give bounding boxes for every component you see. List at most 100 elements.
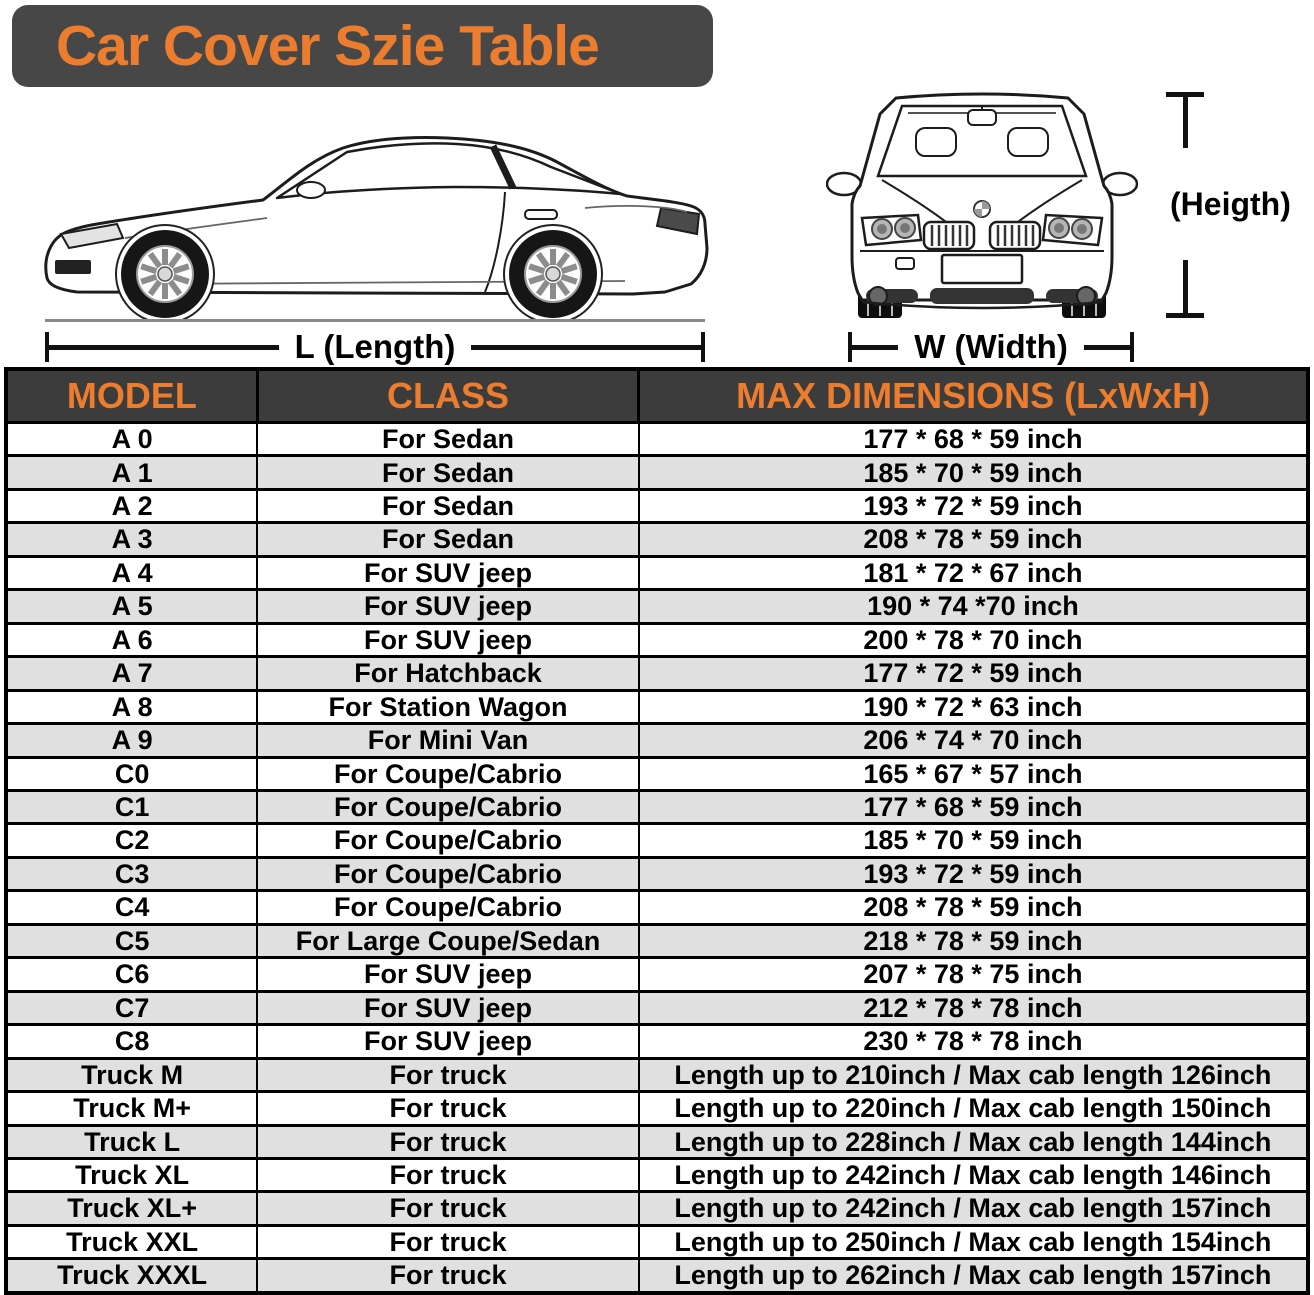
page-title: Car Cover Szie Table (56, 14, 600, 78)
class-cell: For truck (256, 1257, 640, 1295)
dimensions-cell: 218 * 78 * 59 inch (637, 922, 1310, 960)
dimensions-cell: 185 * 70 * 59 inch (637, 454, 1310, 491)
table-row: A 2 For Sedan 193 * 72 * 59 inch (4, 487, 1310, 525)
dimension-segment (852, 344, 899, 350)
height-dimension-top-line (1183, 92, 1188, 148)
dimensions-cell: 230 * 78 * 78 inch (637, 1023, 1310, 1060)
model-cell: C3 (4, 855, 259, 893)
class-cell: For Hatchback (256, 655, 640, 692)
table-row: C7 For SUV jeep 212 * 78 * 78 inch (4, 989, 1310, 1027)
width-label: W (Width) (914, 328, 1068, 365)
model-cell: C2 (4, 822, 259, 859)
model-cell: A 2 (4, 487, 259, 525)
dimension-tick (1130, 332, 1134, 362)
table-row: Truck XXL For truck Length up to 250inch /… (4, 1223, 1310, 1261)
table-row: A 3 For Sedan 208 * 78 * 59 inch (4, 521, 1310, 558)
car-side-view-icon (44, 135, 709, 320)
column-header-dimensions: MAX DIMENSIONS (LxWxH) (637, 367, 1310, 424)
model-cell: C7 (4, 989, 259, 1027)
class-cell: For Coupe/Cabrio (256, 755, 640, 793)
dimensions-cell: 190 * 74 *70 inch (637, 588, 1310, 625)
class-cell: For SUV jeep (256, 621, 640, 659)
size-table-body: A 0 For Sedan 177 * 68 * 59 inch A 1 For Sed… (4, 420, 1310, 1295)
model-cell: A 3 (4, 521, 259, 558)
table-row: A 7 For Hatchback 177 * 72 * 59 inch (4, 655, 1310, 692)
table-row: Truck XL+ For truck Length up to 242inch /… (4, 1190, 1310, 1227)
column-header-model: MODEL (4, 367, 259, 424)
class-cell: For Sedan (256, 454, 640, 491)
table-row: C5 For Large Coupe/Sedan 218 * 78 * 59 inc… (4, 922, 1310, 960)
dimension-tick (848, 332, 852, 362)
dimensions-cell: 212 * 78 * 78 inch (637, 989, 1310, 1027)
model-cell: Truck XXXL (4, 1257, 259, 1295)
class-cell: For Coupe/Cabrio (256, 889, 640, 926)
dimensions-cell: Length up to 228inch / Max cab length 14… (637, 1123, 1310, 1160)
table-row: A 0 For Sedan 177 * 68 * 59 inch (4, 420, 1310, 458)
dimension-segment (49, 344, 279, 350)
table-row: C0 For Coupe/Cabrio 165 * 67 * 57 inch (4, 755, 1310, 793)
class-cell: For SUV jeep (256, 554, 640, 592)
height-dimension-bottom-line (1183, 260, 1188, 316)
table-row: Truck M For truck Length up to 210inch / M… (4, 1056, 1310, 1094)
table-row: Truck XXXL For truck Length up to 262inch … (4, 1257, 1310, 1295)
model-cell: A 8 (4, 688, 259, 726)
table-row: A 8 For Station Wagon 190 * 72 * 63 inch (4, 688, 1310, 726)
class-cell: For truck (256, 1123, 640, 1160)
table-row: A 6 For SUV jeep 200 * 78 * 70 inch (4, 621, 1310, 659)
class-cell: For SUV jeep (256, 588, 640, 625)
dimension-segment (471, 344, 701, 350)
model-cell: A 4 (4, 554, 259, 592)
model-cell: C0 (4, 755, 259, 793)
table-row: A 5 For SUV jeep 190 * 74 *70 inch (4, 588, 1310, 625)
table-row: Truck XL For truck Length up to 242inch / … (4, 1156, 1310, 1194)
table-row: C2 For Coupe/Cabrio 185 * 70 * 59 inch (4, 822, 1310, 859)
height-label: (Heigth) (1170, 186, 1291, 222)
dimensions-cell: 208 * 78 * 59 inch (637, 889, 1310, 926)
class-cell: For Coupe/Cabrio (256, 822, 640, 859)
class-cell: For truck (256, 1056, 640, 1094)
table-row: A 4 For SUV jeep 181 * 72 * 67 inch (4, 554, 1310, 592)
table-row: C4 For Coupe/Cabrio 208 * 78 * 59 inch (4, 889, 1310, 926)
model-cell: A 0 (4, 420, 259, 458)
class-cell: For truck (256, 1156, 640, 1194)
model-cell: A 5 (4, 588, 259, 625)
length-dimension-line: L (Length) (45, 328, 705, 365)
model-cell: C4 (4, 889, 259, 926)
table-row: C8 For SUV jeep 230 * 78 * 78 inch (4, 1023, 1310, 1060)
model-cell: C5 (4, 922, 259, 960)
table-row: C1 For Coupe/Cabrio 177 * 68 * 59 inch (4, 788, 1310, 826)
dimensions-cell: 193 * 72 * 59 inch (637, 487, 1310, 525)
model-cell: Truck XL (4, 1156, 259, 1194)
dimensions-cell: 177 * 68 * 59 inch (637, 420, 1310, 458)
dimensions-cell: Length up to 210inch / Max cab length 12… (637, 1056, 1310, 1094)
class-cell: For Sedan (256, 521, 640, 558)
dimensions-cell: Length up to 220inch / Max cab length 15… (637, 1090, 1310, 1127)
class-cell: For Large Coupe/Sedan (256, 922, 640, 960)
model-cell: Truck L (4, 1123, 259, 1160)
model-cell: C1 (4, 788, 259, 826)
dimension-tick (701, 332, 705, 362)
car-side-view-illustration (25, 88, 710, 320)
class-cell: For Sedan (256, 487, 640, 525)
dimensions-cell: 177 * 68 * 59 inch (637, 788, 1310, 826)
class-cell: For SUV jeep (256, 989, 640, 1027)
dimensions-cell: 165 * 67 * 57 inch (637, 755, 1310, 793)
height-dimension-bottom-cap (1166, 313, 1204, 318)
dimensions-cell: Length up to 242inch / Max cab length 15… (637, 1190, 1310, 1227)
table-row: A 1 For Sedan 185 * 70 * 59 inch (4, 454, 1310, 491)
dimensions-cell: 177 * 72 * 59 inch (637, 655, 1310, 692)
model-cell: A 6 (4, 621, 259, 659)
dimensions-cell: 208 * 78 * 59 inch (637, 521, 1310, 558)
car-front-view-illustration (826, 88, 1138, 320)
dimensions-cell: Length up to 250inch / Max cab length 15… (637, 1223, 1310, 1261)
model-cell: C8 (4, 1023, 259, 1060)
dimensions-cell: 185 * 70 * 59 inch (637, 822, 1310, 859)
dimensions-cell: Length up to 242inch / Max cab length 14… (637, 1156, 1310, 1194)
size-table-container: MODEL CLASS MAX DIMENSIONS (LxWxH) A 0 Fo… (4, 367, 1310, 1295)
size-table: MODEL CLASS MAX DIMENSIONS (LxWxH) A 0 Fo… (4, 367, 1310, 1295)
dimensions-cell: 207 * 78 * 75 inch (637, 956, 1310, 993)
dimensions-cell: 193 * 72 * 59 inch (637, 855, 1310, 893)
dimensions-cell: 190 * 72 * 63 inch (637, 688, 1310, 726)
dimensions-cell: Length up to 262inch / Max cab length 15… (637, 1257, 1310, 1295)
class-cell: For Coupe/Cabrio (256, 788, 640, 826)
